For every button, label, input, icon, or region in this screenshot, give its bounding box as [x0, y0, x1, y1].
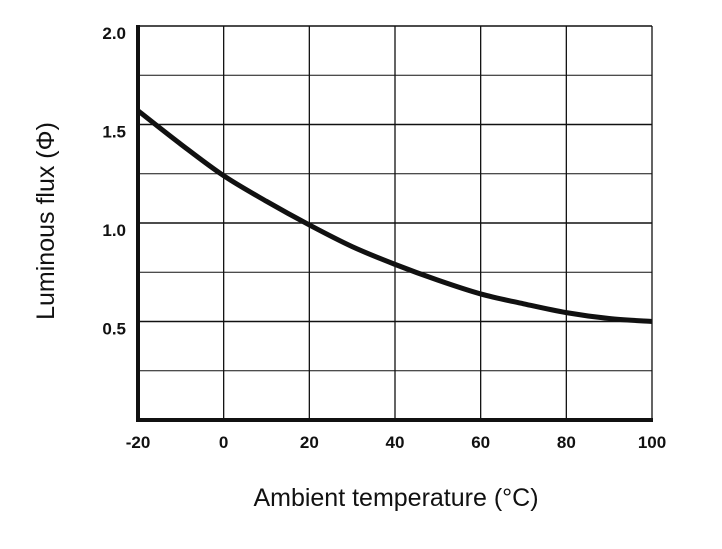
x-axis-label: Ambient temperature (°C)	[253, 484, 538, 512]
grid	[137, 25, 653, 420]
y-tick-label: 1.0	[102, 221, 126, 240]
x-tick-label: 100	[638, 433, 666, 452]
x-tick-label: 80	[557, 433, 576, 452]
x-tick-label: 20	[300, 433, 319, 452]
y-axis-label: Luminous flux (Φ)	[32, 122, 60, 320]
x-tick-label: 40	[386, 433, 405, 452]
x-tick-label: 0	[219, 433, 228, 452]
axes	[136, 25, 653, 422]
y-tick-label: 0.5	[102, 320, 126, 339]
tick-labels: -20 0 20 40 60 80 100 0.5 1.0 1.5 2.0	[102, 24, 666, 452]
x-tick-label: 60	[471, 433, 490, 452]
series-line-0	[136, 108, 653, 324]
y-tick-label: 1.5	[102, 123, 126, 142]
x-tick-label: -20	[126, 433, 151, 452]
plot-area	[136, 108, 653, 324]
y-tick-label: 2.0	[102, 24, 126, 43]
